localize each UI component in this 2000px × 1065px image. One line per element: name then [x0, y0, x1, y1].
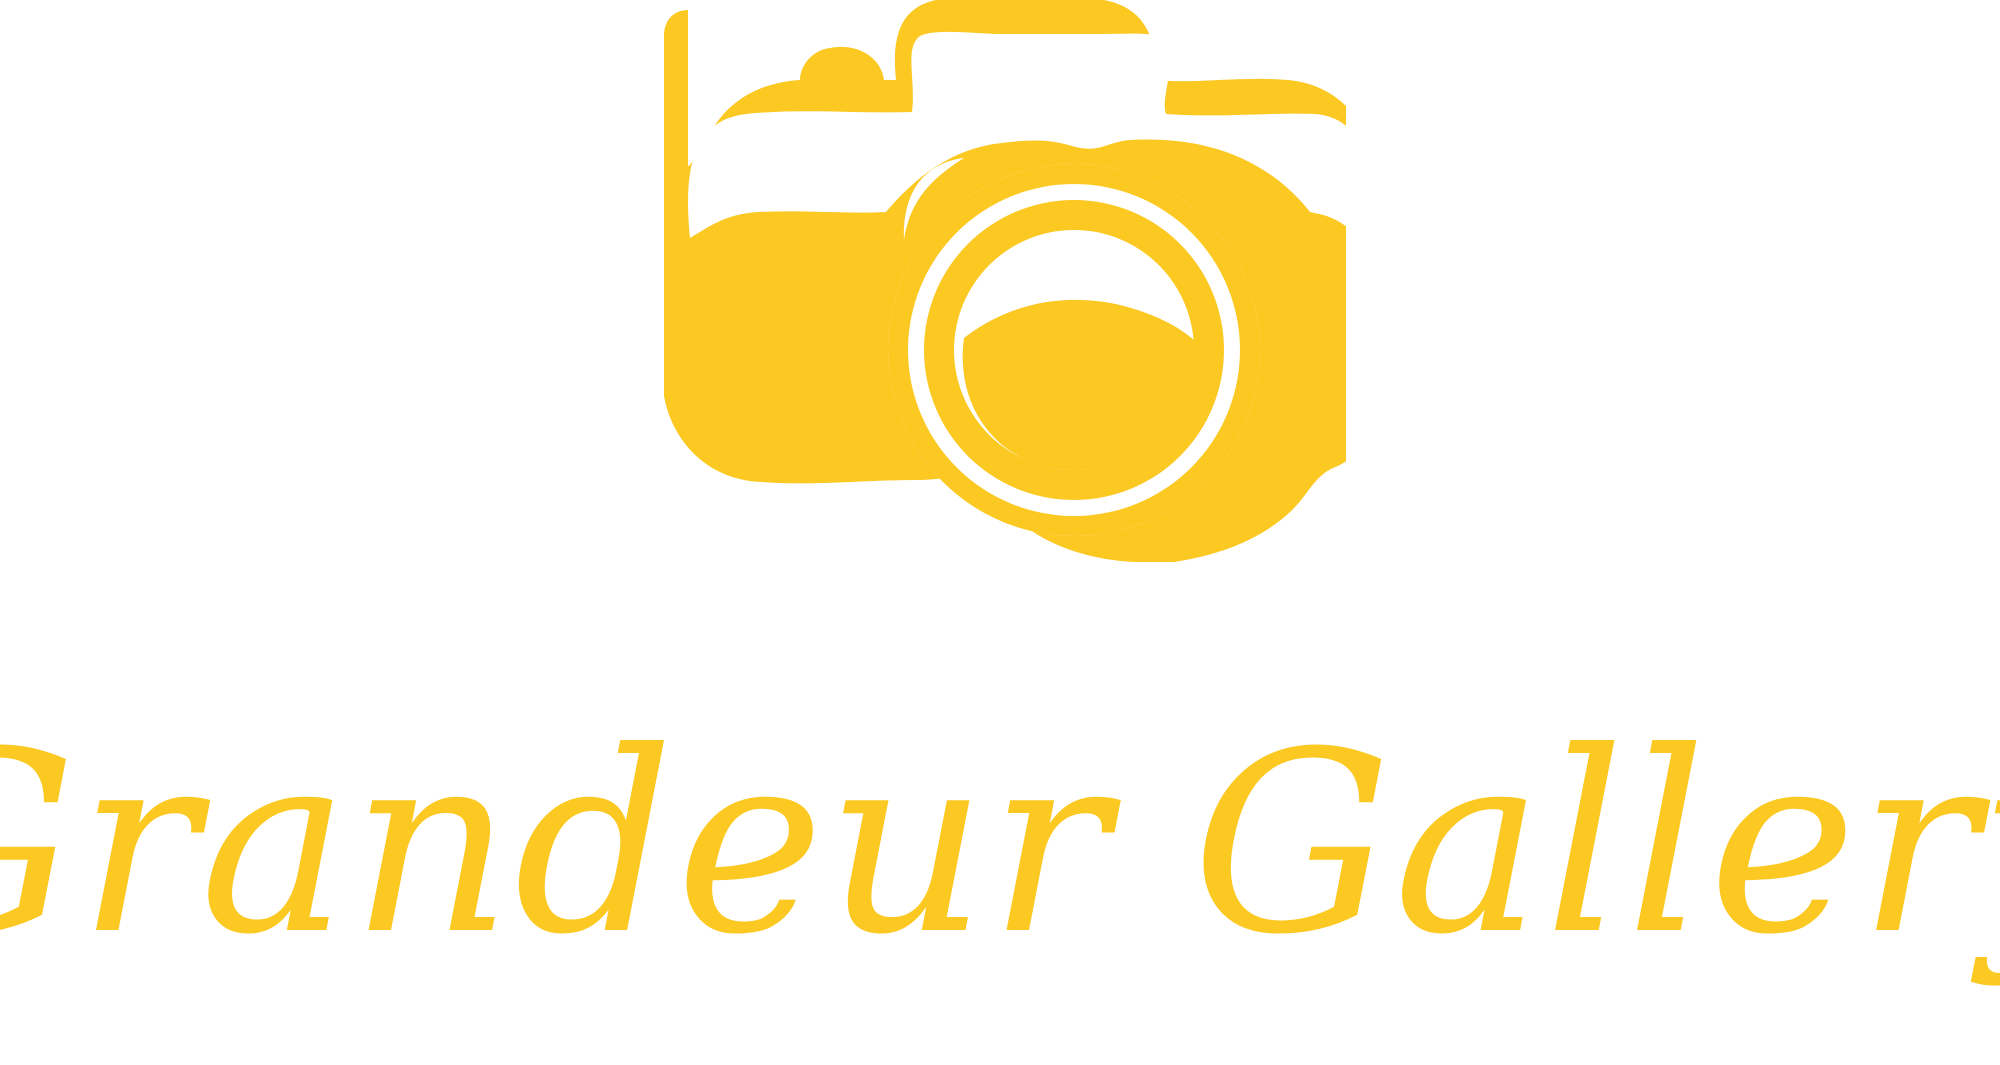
lens-glass — [962, 299, 1195, 470]
brand-name: Grandeur Gallery — [0, 698, 2000, 989]
viewfinder — [918, 57, 1049, 99]
brand-wordmark: Grandeur Gallery — [0, 698, 2000, 989]
camera-icon — [664, 0, 1346, 562]
